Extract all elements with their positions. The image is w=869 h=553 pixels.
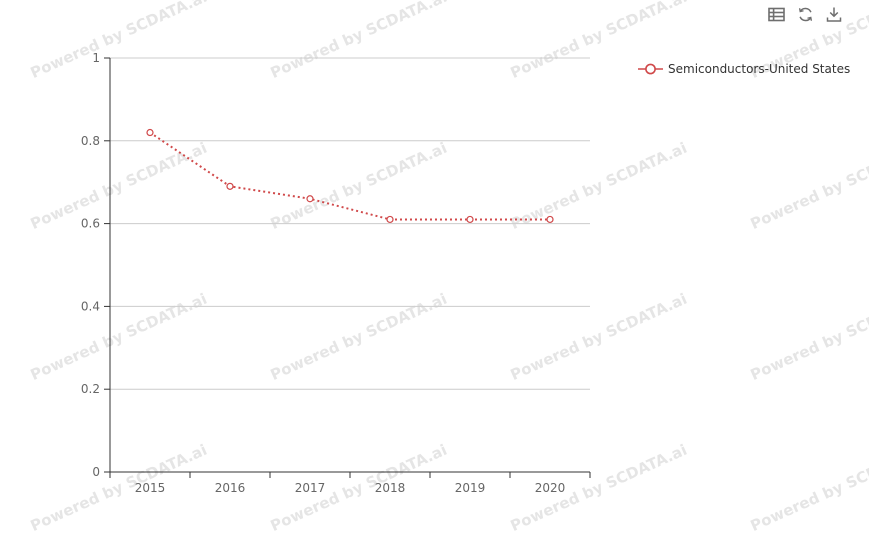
x-axis-label: 2020 <box>535 481 566 495</box>
refresh-icon <box>797 6 814 23</box>
data-point-marker <box>386 215 394 224</box>
data-point-marker <box>226 182 234 190</box>
legend-marker-circle <box>645 63 656 75</box>
y-axis-label: 0 <box>92 465 100 479</box>
view-data-button[interactable] <box>767 5 785 23</box>
legend-item-semiconductors-united-states[interactable]: Semiconductors-United States <box>638 61 850 77</box>
y-axis-label: 0.6 <box>81 217 100 231</box>
refresh-button[interactable] <box>796 5 814 23</box>
x-axis-label: 2017 <box>295 481 326 495</box>
y-axis-label: 0.4 <box>81 299 100 313</box>
y-axis-label: 0.2 <box>81 382 100 396</box>
data-point-marker <box>146 128 154 137</box>
legend-line-marker-icon <box>638 63 663 75</box>
data-view-table-icon <box>767 7 785 22</box>
data-point-marker <box>306 195 314 203</box>
x-axis-label: 2019 <box>455 481 486 495</box>
legend-label: Semiconductors-United States <box>668 62 851 76</box>
data-point-marker <box>546 215 554 224</box>
chart-toolbar <box>767 5 843 23</box>
x-axis-label: 2018 <box>375 481 406 495</box>
data-point-marker <box>466 215 474 224</box>
download-button[interactable] <box>825 5 843 23</box>
download-icon <box>826 6 842 23</box>
y-axis-label: 0.8 <box>81 134 100 148</box>
y-axis-label: 1 <box>92 51 100 65</box>
series-line <box>149 131 550 221</box>
x-axis-label: 2015 <box>135 481 166 495</box>
x-axis-label: 2016 <box>215 481 246 495</box>
